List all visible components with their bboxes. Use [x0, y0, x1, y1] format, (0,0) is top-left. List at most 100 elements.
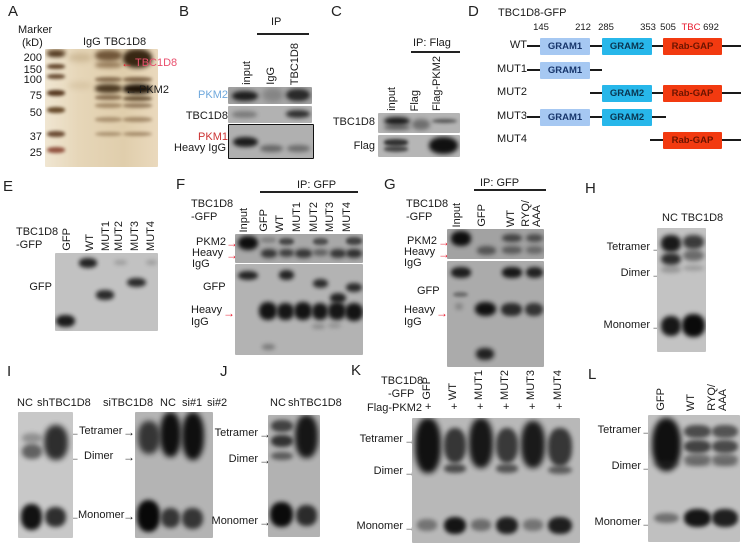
blot-band	[712, 508, 739, 527]
panel-letter-d: D	[468, 3, 479, 20]
row-label-pkm1: PKM1	[198, 131, 228, 143]
backbone-line	[590, 92, 602, 94]
backbone-line	[527, 69, 540, 71]
plus-sign: +	[503, 401, 510, 413]
red-arrow-right-icon: →	[223, 306, 235, 320]
blot-band	[271, 451, 293, 461]
blot-band	[160, 507, 181, 528]
lane-label-igg: IgG	[83, 36, 101, 48]
blot-band	[94, 131, 122, 137]
blot-band	[47, 107, 66, 114]
blot-f-gfp	[235, 264, 363, 355]
lane-tbc1d8: TBC1D8	[289, 42, 301, 85]
coord-353: 353	[640, 22, 656, 33]
blot-i-si	[135, 412, 213, 538]
blot-band	[443, 464, 466, 473]
lane-nc: NC	[160, 397, 176, 409]
ip-bracket-line	[474, 189, 546, 191]
construct-mut3: MUT3	[497, 110, 527, 122]
row-label-pkm2: PKM2	[196, 236, 226, 248]
blot-c-flag	[378, 135, 460, 157]
blot-band	[329, 293, 347, 304]
blot-band	[56, 314, 75, 328]
lane-mut2: MUT2	[499, 370, 511, 400]
blot-band	[450, 231, 472, 246]
domain-rabgap: Rab-GAP	[663, 85, 722, 102]
blot-band	[712, 454, 739, 465]
blot-band	[113, 260, 128, 265]
blot-band	[712, 440, 739, 454]
construct-label-2: -GFP	[191, 211, 218, 223]
lane-mut2: MUT2	[113, 221, 125, 251]
blot-band	[683, 425, 711, 438]
ip-flag-header: IP: Flag	[413, 37, 451, 49]
row-label-flag: Flag	[353, 140, 375, 152]
blot-band	[159, 412, 181, 458]
backbone-line	[650, 139, 663, 141]
blot-band	[496, 516, 518, 535]
black-arrow-right-icon: →	[123, 450, 135, 464]
blot-band	[47, 131, 66, 137]
lane-nc: NC	[662, 212, 678, 224]
blot-band	[683, 508, 711, 527]
blot-c-tbc1d8	[378, 113, 460, 133]
blot-band	[136, 500, 160, 532]
blot-band	[683, 250, 705, 262]
lane-shtbc1d8: shTBC1D8	[288, 397, 342, 409]
marker-37: 37	[29, 131, 42, 143]
blot-band	[295, 249, 312, 258]
lane-wt: WT	[505, 209, 517, 227]
backbone-line	[722, 139, 741, 141]
panel-letter-c: C	[331, 3, 342, 20]
row-label-pkm2: PKM2	[198, 89, 228, 101]
group-sitbc1d8: siTBC1D8	[103, 397, 154, 409]
coord-145: 145	[533, 22, 549, 33]
lane-wt: WT	[685, 393, 697, 411]
blot-band	[261, 87, 284, 103]
blot-band	[271, 434, 293, 447]
domain-gram1: GRAM1	[540, 109, 590, 126]
construct-label-1: TBC1D8	[16, 226, 59, 238]
construct-wt: WT	[509, 39, 527, 51]
lane-mut4: MUT4	[145, 221, 157, 251]
blot-band	[502, 246, 522, 255]
backbone-line	[590, 116, 602, 118]
blot-band	[47, 90, 66, 97]
row-label-monomer: Monomer	[594, 516, 641, 528]
blot-band	[470, 519, 491, 531]
blot-band	[21, 443, 42, 459]
blot-band	[260, 249, 278, 258]
blot-band	[469, 418, 493, 468]
lane-aaa: AAA	[717, 388, 729, 411]
blot-band	[502, 267, 522, 278]
row-label-gfp: GFP	[29, 281, 52, 293]
lane-si2: si#2	[207, 397, 228, 409]
marker-150: 150	[23, 64, 42, 76]
blot-band	[651, 417, 682, 471]
row-label-dimer: Dimer	[611, 460, 641, 472]
coord-285: 285	[598, 22, 614, 33]
row-label-tetramer: Tetramer	[79, 425, 123, 437]
blot-band	[122, 103, 153, 108]
lane-igg: IgG	[265, 67, 277, 85]
lane-wt: WT	[274, 214, 286, 232]
blot-e-gfp	[55, 253, 158, 331]
tbc-domain-label: TBC	[681, 22, 701, 33]
blot-band	[122, 77, 153, 83]
backbone-line	[652, 92, 663, 94]
ip-bracket-line	[257, 33, 309, 35]
marker-75: 75	[29, 90, 42, 102]
domain-gram2: GRAM2	[602, 85, 652, 102]
blot-band	[525, 267, 544, 278]
backbone-line	[590, 45, 602, 47]
blot-band	[43, 424, 69, 460]
blot-band	[122, 84, 153, 94]
backbone-line	[652, 45, 663, 47]
construct-label-2: -GFP	[388, 388, 415, 400]
lane-tbc1d8: TBC1D8	[681, 212, 724, 224]
blot-band	[548, 516, 572, 535]
backbone-line	[722, 92, 741, 94]
domain-gram1: GRAM1	[540, 62, 590, 79]
blot-band	[94, 103, 122, 108]
blot-b-pkm1	[228, 124, 314, 159]
